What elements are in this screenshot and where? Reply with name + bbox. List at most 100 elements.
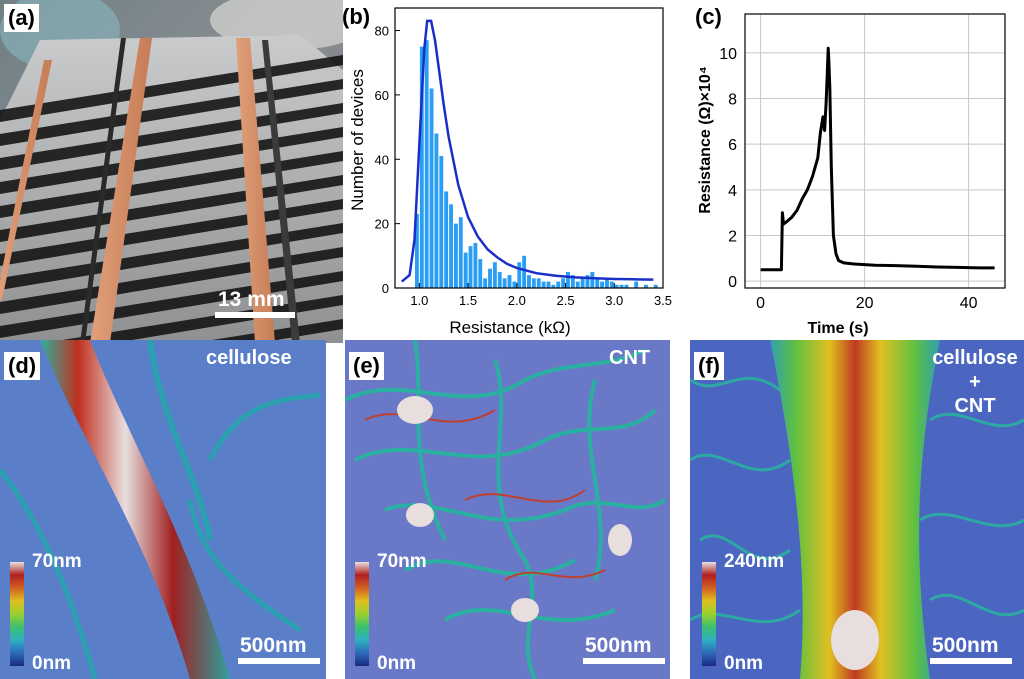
scalebar-d-line	[238, 658, 320, 664]
y-tick-label: 4	[728, 183, 737, 200]
panel-d-label: (d)	[4, 352, 41, 380]
x-tick-label: 2.0	[508, 293, 526, 308]
time-chart-frame	[744, 13, 1006, 289]
histogram-bar	[419, 46, 424, 288]
histogram-bar	[585, 275, 590, 288]
panel-d-afm: 70nm 0nm 500nm cellulose	[0, 340, 326, 679]
scalebar-e-line	[583, 658, 665, 664]
afm-f-title-line2: +	[969, 371, 981, 393]
electrode-stripe	[0, 79, 343, 146]
time-chart-xlabel: Time (s)	[807, 320, 868, 337]
histogram-frame	[394, 7, 664, 289]
x-tick-label: 3.5	[654, 293, 672, 308]
y-tick-label: 6	[728, 137, 737, 154]
scalebar-a-label: 13 mm	[218, 288, 285, 311]
y-tick-label: 10	[719, 46, 737, 63]
scalebar-f-label: 500nm	[932, 634, 999, 657]
histogram-bar	[575, 281, 580, 288]
histogram-bar	[634, 281, 639, 288]
electrode-stripe	[0, 103, 343, 170]
histogram-bar	[609, 281, 614, 288]
histogram-bar	[502, 278, 507, 288]
histogram-bar	[497, 271, 502, 288]
y-tick-label: 0	[382, 281, 389, 296]
y-tick-label: 2	[728, 228, 737, 245]
x-tick-label: 1.5	[459, 293, 477, 308]
fit-curve	[400, 19, 654, 283]
histogram-bar	[566, 271, 570, 288]
histogram-bar	[429, 88, 434, 288]
colorbar-e-bottom: 0nm	[377, 653, 417, 674]
afm-f-title-line3: CNT	[954, 395, 996, 417]
colorbar-d-top: 70nm	[32, 551, 82, 572]
histogram-bar	[590, 271, 595, 288]
histogram-bar	[605, 278, 609, 288]
histogram-bar	[644, 284, 648, 288]
histogram-bar	[561, 278, 566, 288]
panel-f-label: (f)	[694, 352, 724, 380]
panel-f-afm: 240nm 0nm 500nm cellulose + CNT	[690, 340, 1024, 679]
histogram-bar	[551, 284, 556, 288]
histogram-bar	[614, 284, 619, 288]
panel-c-label: (c)	[695, 4, 722, 29]
histogram-bar	[444, 191, 449, 288]
histogram-bar	[522, 255, 527, 288]
scalebar-a-line	[215, 312, 295, 318]
y-tick-label: 80	[375, 24, 389, 39]
histogram-bar	[536, 278, 541, 288]
histogram-bar	[624, 284, 629, 288]
afm-f-title-line1: cellulose	[932, 347, 1018, 369]
histogram-bar	[478, 259, 483, 288]
histogram-chart: Number of devices Resistance (kΩ) 1.0 1.5…	[348, 7, 672, 337]
histogram-bar	[458, 217, 463, 288]
histogram-bar	[468, 246, 473, 288]
histogram-bar	[463, 252, 468, 288]
afm-cnt-image	[345, 340, 670, 679]
histogram-bar	[488, 268, 492, 288]
resistance-time-chart: Resistance (Ω)×10⁴ Time (s) 0 20 40 0 2 4 6 8 10	[697, 13, 1006, 337]
histogram-bar	[531, 278, 536, 288]
histogram-bar	[483, 278, 488, 288]
colorbar-e	[355, 562, 369, 666]
histogram-bar	[527, 275, 531, 288]
histogram-bar	[600, 281, 605, 288]
x-tick-label: 1.0	[410, 293, 428, 308]
x-tick-label: 0	[756, 295, 765, 312]
scalebar-e-label: 500nm	[585, 634, 652, 657]
histogram-bar	[414, 213, 419, 288]
y-tick-label: 40	[375, 152, 389, 167]
histogram-bar	[449, 204, 453, 288]
colorbar-d	[10, 562, 24, 666]
histogram-bar	[619, 284, 624, 288]
histogram-xlabel: Resistance (kΩ)	[449, 318, 570, 337]
y-tick-label: 8	[728, 91, 737, 108]
colorbar-e-top: 70nm	[377, 551, 427, 572]
y-tick-label: 0	[728, 274, 737, 291]
colorbar-f	[702, 562, 716, 666]
histogram-bar	[556, 281, 561, 288]
afm-composite-image	[690, 340, 1024, 679]
resistance-trace	[760, 46, 995, 272]
histogram-bar	[434, 133, 439, 288]
histogram-bar	[653, 284, 658, 288]
histogram-bar	[517, 262, 522, 288]
afm-d-title: cellulose	[206, 347, 292, 369]
colorbar-d-bottom: 0nm	[32, 653, 72, 674]
panel-e-afm: 70nm 0nm 500nm CNT	[345, 340, 670, 679]
colorbar-f-bottom: 0nm	[724, 653, 764, 674]
histogram-bar	[570, 275, 575, 288]
histogram-bar	[595, 278, 600, 288]
device-array-photo	[0, 0, 343, 343]
y-tick-label: 20	[375, 217, 389, 232]
scalebar-d-label: 500nm	[240, 634, 307, 657]
y-tick-label: 60	[375, 88, 389, 103]
histogram-bar	[439, 156, 444, 288]
histogram-bar	[492, 262, 497, 288]
histogram-bar	[473, 242, 478, 288]
panel-a-label: (a)	[4, 4, 39, 32]
histogram-bar	[453, 223, 458, 288]
colorbar-f-top: 240nm	[724, 551, 785, 572]
afm-cellulose-image	[0, 340, 326, 679]
time-chart-ylabel: Resistance (Ω)×10⁴	[697, 66, 714, 214]
scalebar-f-line	[930, 658, 1012, 664]
